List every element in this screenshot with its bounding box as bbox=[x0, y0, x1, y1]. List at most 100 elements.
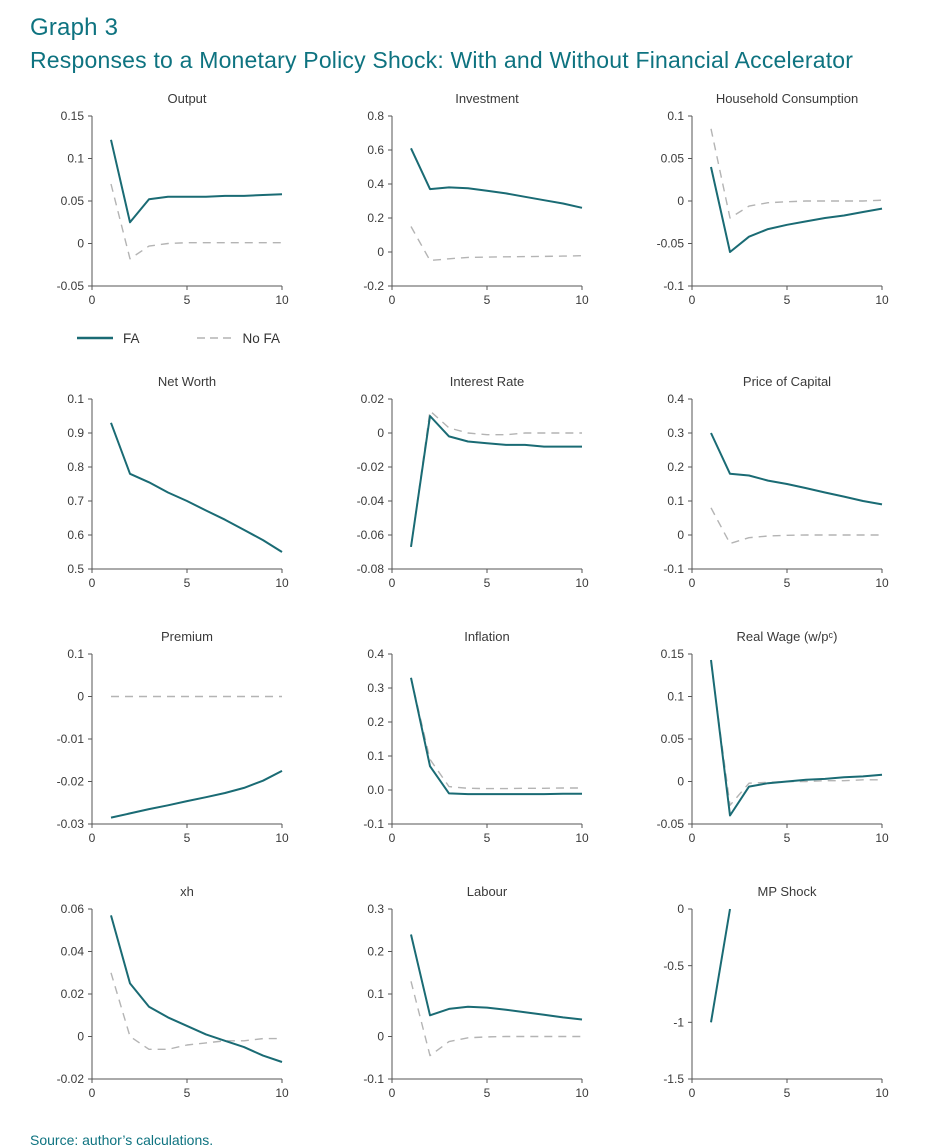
fa-line bbox=[110, 139, 283, 224]
panel-investment: Investment 0.8 0.6 0.4 0.2 0 -0.2 0 5 10 bbox=[330, 90, 626, 323]
panel-title: Labour bbox=[467, 884, 508, 899]
x-tick-label: 0 bbox=[689, 1086, 696, 1100]
y-tick-label: -0.04 bbox=[357, 494, 385, 508]
y-tick-label: 0.02 bbox=[61, 987, 85, 1001]
fa-line bbox=[410, 677, 582, 796]
y-tick-label: 0 bbox=[677, 902, 684, 916]
x-tick-label: 10 bbox=[275, 576, 289, 590]
x-tick-label: 10 bbox=[575, 831, 589, 845]
chart-svg: xh 0.06 0.04 0.02 0 -0.02 0 5 10 bbox=[57, 884, 289, 1100]
y-tick-label: 0.9 bbox=[67, 426, 84, 440]
axis-spines bbox=[691, 909, 882, 1080]
y-tick-label: -1 bbox=[673, 1016, 684, 1030]
y-tick-label: 0.0 bbox=[367, 783, 384, 797]
panel-title: Net Worth bbox=[158, 374, 216, 389]
chart-svg: Investment 0.8 0.6 0.4 0.2 0 -0.2 0 5 10 bbox=[363, 91, 589, 307]
axis-spines bbox=[691, 116, 882, 287]
y-tick-label: 0 bbox=[77, 237, 84, 251]
no-fa-line bbox=[110, 972, 282, 1051]
y-tick-label: 0.1 bbox=[67, 647, 84, 661]
no-fa-line bbox=[710, 662, 882, 807]
chart-svg: Labour 0.3 0.2 0.1 0 -0.1 0 5 10 bbox=[363, 884, 589, 1100]
x-tick-label: 0 bbox=[89, 1086, 96, 1100]
no-fa-line bbox=[410, 226, 583, 262]
solid-line-swatch bbox=[76, 336, 113, 340]
y-tick-label: 0 bbox=[677, 528, 684, 542]
y-tick-label: 0.2 bbox=[367, 715, 384, 729]
y-tick-label: 0.1 bbox=[667, 690, 684, 704]
axis-spines bbox=[91, 399, 282, 570]
fa-line bbox=[710, 166, 883, 253]
y-tick-label: 0.04 bbox=[61, 945, 85, 959]
panel-title: xh bbox=[180, 884, 194, 899]
y-tick-label: 0.6 bbox=[367, 143, 384, 157]
y-tick-label: 0.4 bbox=[667, 392, 684, 406]
y-tick-label: 0.1 bbox=[667, 494, 684, 508]
panel-xh: xh 0.06 0.04 0.02 0 -0.02 0 5 10 bbox=[30, 883, 326, 1116]
chart-svg: Inflation 0.4 0.3 0.2 0.1 0.0 -0.1 0 5 10 bbox=[363, 629, 589, 845]
x-tick-label: 10 bbox=[275, 1086, 289, 1100]
panel-premium: Premium 0.1 0 -0.01 -0.02 -0.03 0 5 10 bbox=[30, 628, 326, 861]
y-tick-label: 0 bbox=[377, 245, 384, 259]
x-tick-label: 5 bbox=[784, 831, 791, 845]
charts-grid: Output 0.15 0.1 0.05 0 -0.05 0 5 10 FA No FA Invest… bbox=[30, 90, 937, 1116]
no-fa-line bbox=[410, 981, 582, 1057]
y-tick-label: -0.02 bbox=[57, 775, 85, 789]
x-tick-label: 5 bbox=[184, 831, 191, 845]
y-tick-label: 0.1 bbox=[367, 987, 384, 1001]
y-tick-label: 0.8 bbox=[67, 460, 84, 474]
y-tick-label: 0.1 bbox=[67, 392, 84, 406]
y-tick-label: 0.3 bbox=[367, 681, 384, 695]
fa-line bbox=[710, 432, 883, 506]
x-tick-label: 10 bbox=[575, 576, 589, 590]
panel-inflation: Inflation 0.4 0.3 0.2 0.1 0.0 -0.1 0 5 10 bbox=[330, 628, 626, 861]
panel-output: Output 0.15 0.1 0.05 0 -0.05 0 5 10 FA No FA bbox=[30, 90, 326, 351]
dashed-line-swatch bbox=[196, 337, 233, 339]
x-tick-label: 10 bbox=[875, 293, 889, 307]
y-tick-label: -0.02 bbox=[357, 460, 385, 474]
fa-line bbox=[410, 147, 583, 209]
fa-line bbox=[710, 908, 731, 1023]
x-tick-label: 10 bbox=[575, 293, 589, 307]
y-tick-label: -0.01 bbox=[57, 732, 85, 746]
y-tick-label: 0 bbox=[677, 194, 684, 208]
y-tick-label: -0.1 bbox=[363, 817, 384, 831]
x-tick-label: 10 bbox=[575, 1086, 589, 1100]
legend-item-no-fa: No FA bbox=[196, 331, 280, 346]
panel-net-worth: Net Worth 0.1 0.9 0.8 0.7 0.6 0.5 0 5 10 bbox=[30, 373, 326, 606]
fa-line bbox=[410, 415, 582, 548]
panel-price-of-capital: Price of Capital 0.4 0.3 0.2 0.1 0 -0.1 0 5 10 bbox=[630, 373, 926, 606]
y-tick-label: -0.1 bbox=[663, 279, 684, 293]
axis-spines bbox=[391, 654, 582, 825]
y-tick-label: 0.5 bbox=[67, 562, 84, 576]
x-tick-label: 5 bbox=[484, 831, 491, 845]
chart-svg: Price of Capital 0.4 0.3 0.2 0.1 0 -0.1 0 5 10 bbox=[663, 374, 889, 590]
x-tick-label: 5 bbox=[784, 1086, 791, 1100]
y-tick-label: -0.1 bbox=[663, 562, 684, 576]
axis-spines bbox=[391, 909, 582, 1080]
y-tick-label: 0.1 bbox=[67, 152, 84, 166]
y-tick-label: 0.06 bbox=[61, 902, 85, 916]
panel-title: Price of Capital bbox=[743, 374, 831, 389]
y-tick-label: -0.1 bbox=[363, 1072, 384, 1086]
y-tick-label: -0.5 bbox=[663, 959, 684, 973]
no-fa-line bbox=[410, 410, 582, 547]
x-tick-label: 5 bbox=[184, 293, 191, 307]
y-tick-label: -0.2 bbox=[363, 279, 384, 293]
chart-svg: Interest Rate 0.02 0 -0.02 -0.04 -0.06 -0.08 0 5… bbox=[357, 374, 589, 590]
panel-title: Inflation bbox=[464, 629, 510, 644]
chart-svg: Real Wage (w/pᶜ) 0.15 0.1 0.05 0 -0.05 0 5 10 bbox=[657, 629, 889, 845]
legend: FA No FA bbox=[30, 325, 326, 351]
y-tick-label: 0.3 bbox=[667, 426, 684, 440]
y-tick-label: -0.05 bbox=[57, 279, 85, 293]
y-tick-label: -0.06 bbox=[357, 528, 385, 542]
y-tick-label: 0.3 bbox=[367, 902, 384, 916]
x-tick-label: 10 bbox=[875, 1086, 889, 1100]
axis-spines bbox=[91, 909, 282, 1080]
y-tick-label: 0 bbox=[677, 775, 684, 789]
x-tick-label: 0 bbox=[689, 576, 696, 590]
x-tick-label: 0 bbox=[689, 831, 696, 845]
x-tick-label: 0 bbox=[389, 831, 396, 845]
y-tick-label: 0.2 bbox=[367, 945, 384, 959]
